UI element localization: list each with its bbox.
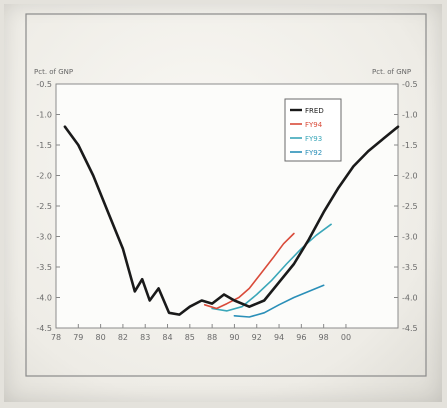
y-tick-label-right: -1.5	[402, 141, 418, 150]
y-tick-label-right: -3.5	[402, 263, 418, 272]
y-tick-label-right: -2.0	[402, 172, 418, 181]
series-line-fred	[63, 125, 400, 316]
right-y-axis-label: Pct. of GNP	[372, 68, 411, 76]
y-tick-label-left: -3.0	[36, 233, 52, 242]
legend-label-fy94: FY94	[305, 121, 323, 129]
legend-label-fy93: FY93	[305, 135, 322, 143]
x-tick-label: 96	[296, 333, 306, 342]
legend: FRED FY94 FY93 FY92	[284, 98, 342, 162]
x-tick-label: 00	[341, 333, 351, 342]
y-tick-label-left: -2.5	[36, 202, 52, 211]
x-tick-label: 90	[229, 333, 239, 342]
y-tick-label-right: -2.5	[402, 202, 418, 211]
y-tick-label-left: -4.0	[36, 294, 52, 303]
chart-photo: Pct. of GNP Pct. of GNP -0.5 -1.0 -1.5 -2.0…	[4, 4, 442, 402]
x-tick-label: 92	[252, 333, 262, 342]
x-tick-label: 84	[162, 333, 172, 342]
x-tick-label: 79	[73, 333, 83, 342]
y-tick-label-left: -3.5	[36, 263, 52, 272]
series-line-fy93	[211, 223, 332, 312]
y-tick-label-left: -4.5	[36, 324, 52, 333]
y-tick-label-left: -1.5	[36, 141, 52, 150]
y-tick-label-right: -4.0	[402, 294, 418, 303]
left-y-axis-label: Pct. of GNP	[34, 68, 73, 76]
y-tick-label-right: -4.5	[402, 324, 418, 333]
y-tick-label-left: -2.0	[36, 172, 52, 181]
series-line-fy94	[203, 232, 295, 310]
series-lines	[63, 125, 400, 318]
x-axis: 78 79 80 82 83 84 85 88 90 92 94 96 98 00	[51, 324, 351, 342]
y-tick-label-right: -1.0	[402, 111, 418, 120]
legend-label-fy92: FY92	[305, 149, 322, 157]
x-tick-label: 80	[96, 333, 106, 342]
x-tick-label: 94	[274, 333, 284, 342]
right-y-axis: -0.5 -1.0 -1.5 -2.0 -2.5 -3.0 -3.5 -4.0 -4.5	[394, 80, 418, 333]
x-tick-label: 88	[207, 333, 217, 342]
legend-label-fred: FRED	[305, 107, 324, 115]
line-chart: Pct. of GNP Pct. of GNP -0.5 -1.0 -1.5 -2.0…	[25, 13, 427, 377]
y-tick-label-right: -3.0	[402, 233, 418, 242]
x-tick-label: 82	[118, 333, 128, 342]
left-y-axis: -0.5 -1.0 -1.5 -2.0 -2.5 -3.0 -3.5 -4.0 -4.5	[36, 80, 60, 333]
x-tick-label: 78	[51, 333, 61, 342]
y-tick-label-left: -1.0	[36, 111, 52, 120]
x-tick-label: 83	[140, 333, 150, 342]
plot-area	[55, 83, 399, 329]
y-tick-label-right: -0.5	[402, 80, 418, 89]
series-line-fy92	[233, 284, 325, 318]
x-tick-label: 85	[185, 333, 195, 342]
x-tick-label: 98	[319, 333, 329, 342]
chart-frame	[25, 13, 427, 377]
y-tick-label-left: -0.5	[36, 80, 52, 89]
